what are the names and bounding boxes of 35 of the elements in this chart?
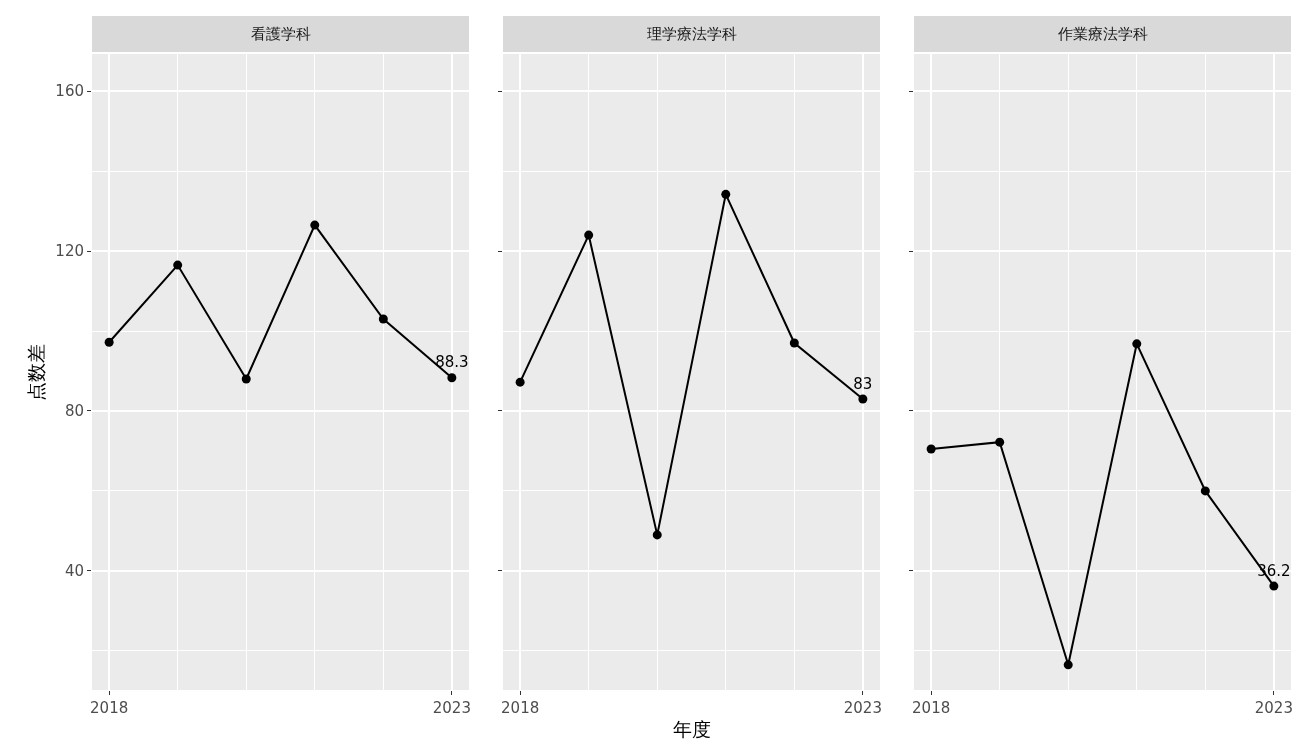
point [1200, 486, 1210, 496]
x-tick-label: 2018 [912, 699, 951, 717]
x-tick-label: 2023 [843, 699, 882, 717]
x-axis-title: 年度 [672, 717, 711, 740]
point [241, 374, 251, 384]
x-tick-label: 2018 [501, 699, 540, 717]
x-tick-label: 2023 [432, 699, 471, 717]
point [104, 337, 114, 347]
point [584, 230, 594, 240]
point [1063, 660, 1073, 670]
data-label: 88.3 [435, 353, 469, 372]
point [447, 373, 457, 383]
point [926, 444, 936, 454]
chart-title: 看護学科 [251, 25, 311, 43]
data-label: 83 [853, 374, 873, 393]
x-tick-label: 2018 [90, 699, 129, 717]
point [310, 220, 320, 230]
chart-title: 作業療法学科 [1057, 25, 1148, 43]
point [652, 530, 662, 540]
y-tick-label: 40 [64, 562, 84, 581]
point [858, 394, 868, 404]
point [1132, 339, 1142, 349]
point [173, 260, 183, 270]
y-tick-label: 120 [55, 242, 84, 261]
chart-title: 理学療法学科 [647, 25, 737, 43]
y-tick-label: 80 [64, 402, 84, 421]
y-axis-title: 点数差 [25, 343, 48, 401]
point [721, 189, 731, 199]
y-tick-label: 160 [55, 82, 84, 101]
point [515, 377, 525, 387]
point [789, 338, 799, 348]
point [378, 314, 388, 324]
point [995, 437, 1005, 447]
point [1269, 581, 1279, 591]
x-tick-label: 2023 [1254, 699, 1293, 717]
